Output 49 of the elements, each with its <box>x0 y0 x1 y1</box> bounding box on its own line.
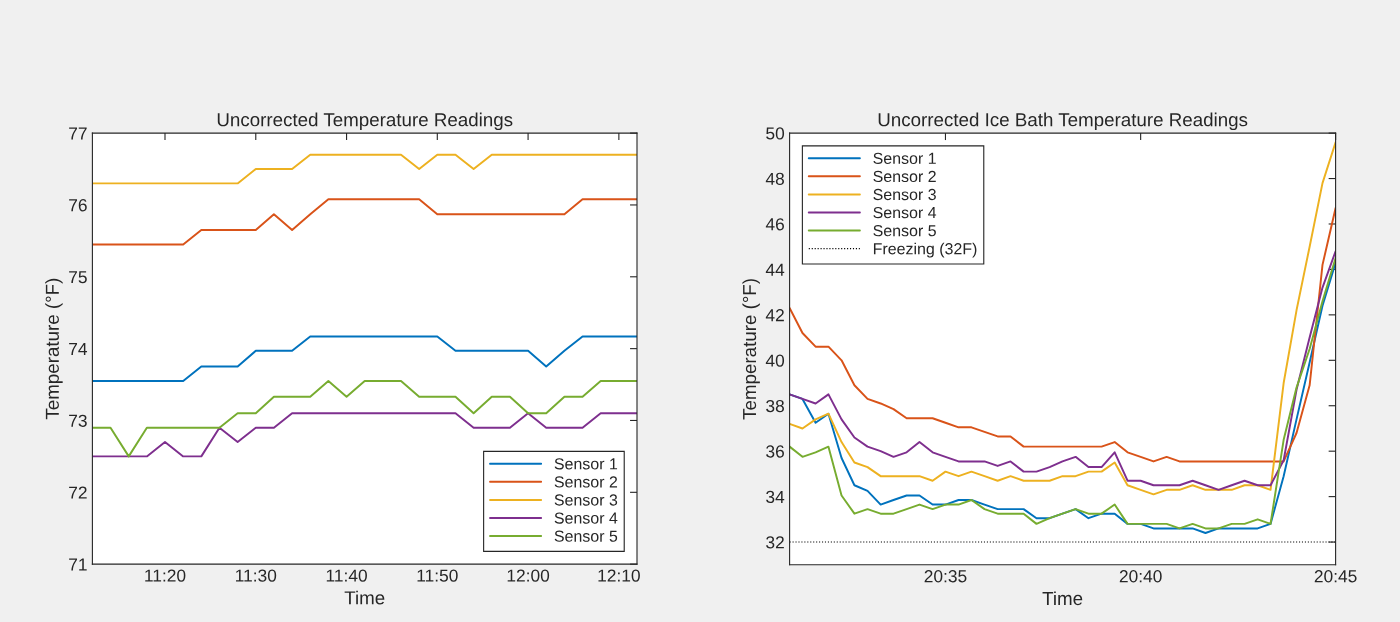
legend-label: Sensor 3 <box>873 188 936 201</box>
x-tick-label: 11:30 <box>236 569 277 582</box>
chart-title: Uncorrected Ice Bath Temperature Readings <box>878 112 1248 131</box>
legend-label: Sensor 5 <box>554 530 618 542</box>
x-tick-label: 20:45 <box>1314 570 1357 583</box>
legend-label: Sensor 4 <box>873 206 937 219</box>
x-tick-label: 12:00 <box>507 569 550 582</box>
legend-label: Freezing (32F) <box>873 242 977 258</box>
y-tick-label: 76 <box>69 199 87 212</box>
x-tick-label: 20:40 <box>1119 570 1162 583</box>
x-tick-label: 11:40 <box>326 569 367 582</box>
y-axis-title: Temperature (°F) <box>45 278 63 420</box>
y-tick-label: 42 <box>765 309 784 322</box>
legend-label: Sensor 2 <box>873 170 936 183</box>
y-tick-label: 74 <box>69 342 88 355</box>
legend-label: Sensor 3 <box>554 494 618 506</box>
y-tick-label: 50 <box>766 127 785 140</box>
legend-label: Sensor 4 <box>554 512 618 524</box>
legend-label: Sensor 5 <box>873 225 936 237</box>
line-series <box>789 207 1336 463</box>
line-series <box>92 412 637 458</box>
x-axis-title: Time <box>1042 591 1083 606</box>
chart-title: Uncorrected Temperature Readings <box>217 112 513 131</box>
y-tick-label: 34 <box>766 490 785 504</box>
y-tick-label: 72 <box>69 486 87 499</box>
y-tick-label: 46 <box>765 218 784 231</box>
x-tick-label: 20:35 <box>924 570 967 583</box>
line-series <box>92 335 637 382</box>
line-series <box>789 141 1336 496</box>
x-tick-label: 11:20 <box>145 569 186 582</box>
legend-label: Sensor 1 <box>873 152 936 165</box>
legend-label: Sensor 2 <box>554 476 618 488</box>
line-series <box>92 379 637 458</box>
y-tick-label: 71 <box>69 558 87 571</box>
y-tick-label: 48 <box>765 172 784 186</box>
y-tick-label: 38 <box>766 399 784 413</box>
y-tick-label: 73 <box>69 414 87 427</box>
y-tick-label: 44 <box>765 263 785 276</box>
y-tick-label: 75 <box>69 271 87 284</box>
y-tick-label: 77 <box>69 127 87 140</box>
y-axis-title: Temperature (°F) <box>742 279 760 420</box>
x-tick-label: 12:10 <box>598 569 640 582</box>
y-tick-label: 40 <box>765 354 785 367</box>
x-tick-label: 11:50 <box>417 569 458 582</box>
line-series <box>92 198 637 246</box>
y-tick-label: 32 <box>766 536 784 549</box>
legend-label: Sensor 1 <box>554 458 618 470</box>
x-axis-title: Time <box>344 590 385 605</box>
y-tick-label: 36 <box>766 445 784 458</box>
